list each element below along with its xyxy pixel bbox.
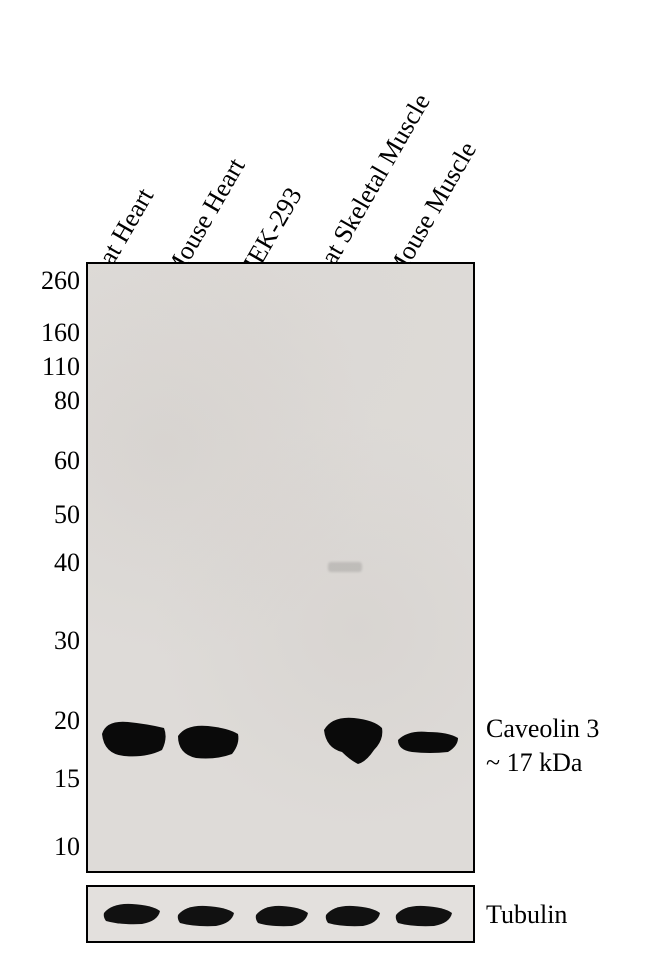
marker-label: 160 <box>6 318 80 348</box>
marker-label: 15 <box>6 764 80 794</box>
marker-label: 10 <box>6 832 80 862</box>
marker-label: 50 <box>6 500 80 530</box>
caveolin-band <box>98 716 170 762</box>
marker-label: 30 <box>6 626 80 656</box>
target-mw-label: ~ 17 kDa <box>486 748 582 778</box>
marker-label: 20 <box>6 706 80 736</box>
tubulin-band <box>102 901 162 927</box>
caveolin-band <box>318 714 388 768</box>
western-blot-figure: Rat Heart Mouse Heart HEK-293 Rat Skelet… <box>0 0 650 972</box>
main-blot-membrane <box>86 262 475 873</box>
loading-control-label: Tubulin <box>486 900 567 930</box>
caveolin-band <box>394 728 462 756</box>
marker-label: 60 <box>6 446 80 476</box>
caveolin-band <box>174 722 242 762</box>
target-protein-label: Caveolin 3 <box>486 714 599 744</box>
marker-label: 260 <box>6 266 80 296</box>
membrane-noise <box>88 264 473 871</box>
tubulin-blot-membrane <box>86 885 475 943</box>
tubulin-band <box>324 903 382 929</box>
tubulin-band <box>394 903 454 929</box>
marker-label: 40 <box>6 548 80 578</box>
marker-label: 110 <box>6 352 80 382</box>
faint-band <box>328 562 362 572</box>
tubulin-band <box>176 903 236 929</box>
tubulin-band <box>254 903 310 929</box>
marker-label: 80 <box>6 386 80 416</box>
